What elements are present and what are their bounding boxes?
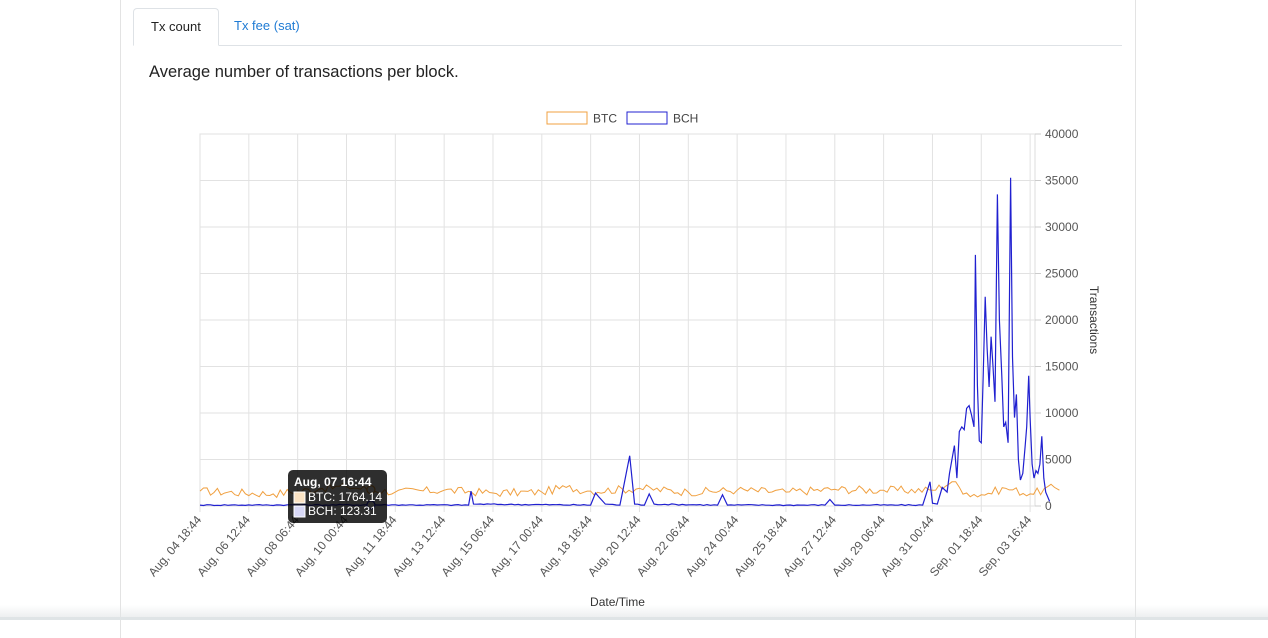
tooltip-box — [288, 470, 387, 523]
y-tick-label: 25000 — [1045, 267, 1079, 281]
y-tick-label: 5000 — [1045, 453, 1072, 467]
legend-swatch-bch[interactable] — [626, 111, 668, 125]
y-tick-label: 10000 — [1045, 406, 1079, 420]
bottom-border — [0, 617, 1268, 620]
y-tick-label: 30000 — [1045, 220, 1079, 234]
y-tick-label: 35000 — [1045, 174, 1079, 188]
tab-tx-fee[interactable]: Tx fee (sat) — [234, 18, 300, 33]
tooltip-line-bch: BCH: 123.31 — [308, 504, 377, 518]
tab-tx-count[interactable]: Tx count — [133, 8, 219, 46]
tab-bar: Tx count Tx fee (sat) — [133, 8, 1122, 46]
tx-count-chart: 0 5000 10000 15000 20000 25000 30000 35000 40000… — [146, 111, 1101, 609]
tooltip-swatch-bch — [293, 505, 306, 518]
chart-description: Average number of transactions per block… — [149, 63, 459, 81]
legend-label-btc[interactable]: BTC — [593, 112, 617, 126]
legend-label-bch[interactable]: BCH — [673, 112, 698, 126]
legend-swatch-btc[interactable] — [546, 111, 588, 125]
y-axis-title: Transactions — [1087, 286, 1101, 354]
tooltip-swatch-btc — [293, 491, 306, 504]
y-tick-label: 15000 — [1045, 360, 1079, 374]
tooltip-title: Aug, 07 16:44 — [294, 475, 372, 489]
tooltip-line-btc: BTC: 1764.14 — [308, 490, 382, 504]
y-tick-label: 0 — [1045, 499, 1052, 513]
chart-card — [120, 0, 1136, 638]
y-tick-label: 40000 — [1045, 127, 1079, 141]
bottom-shadow — [0, 605, 1268, 620]
y-tick-label: 20000 — [1045, 313, 1079, 327]
